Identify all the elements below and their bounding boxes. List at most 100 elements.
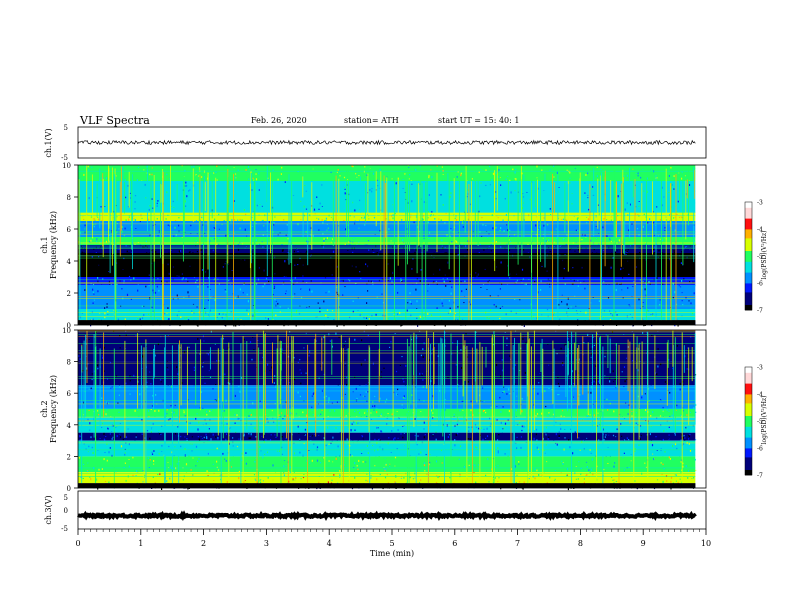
psd-speck xyxy=(374,234,376,235)
psd-speck xyxy=(467,438,469,440)
psd-speck xyxy=(97,277,99,279)
psd-speck xyxy=(123,235,125,237)
psd-speck xyxy=(180,316,182,318)
psd-speck xyxy=(612,434,615,437)
psd-speck xyxy=(371,305,373,307)
psd-speck xyxy=(225,291,227,293)
psd-speck xyxy=(408,178,410,180)
psd-speck xyxy=(245,452,247,454)
psd-speck xyxy=(298,433,300,434)
psd-speck xyxy=(274,434,276,436)
psd-speck xyxy=(477,344,479,347)
psd-speck xyxy=(149,317,152,319)
psd-speck xyxy=(487,458,489,461)
psd-speck xyxy=(441,281,443,283)
psd-speck xyxy=(216,224,218,226)
psd-speck xyxy=(185,256,187,258)
ch1-ylabel-frequency: Frequency (kHz) xyxy=(49,211,58,279)
psd-speck xyxy=(417,324,419,327)
psd-speck xyxy=(295,256,297,258)
psd-speck xyxy=(570,436,572,437)
psd-speck xyxy=(193,369,195,371)
psd-speck xyxy=(465,333,467,335)
figure-title: VLF Spectra xyxy=(79,114,150,127)
psd-speck xyxy=(152,207,154,209)
psd-speck xyxy=(515,168,517,171)
psd-speck xyxy=(427,211,430,213)
psd-speck xyxy=(78,355,80,357)
psd-speck xyxy=(469,365,471,367)
psd-speck xyxy=(129,380,131,382)
psd-speck xyxy=(176,275,178,277)
psd-speck xyxy=(462,226,464,228)
psd-speck xyxy=(359,348,361,350)
psd-speck xyxy=(550,214,552,216)
psd-speck xyxy=(300,200,302,202)
psd-speck xyxy=(246,411,249,414)
psd-speck xyxy=(448,299,450,302)
psd-speck xyxy=(273,223,275,226)
psd-speck xyxy=(209,214,211,215)
psd-speck xyxy=(176,366,178,368)
psd-speck xyxy=(497,340,499,342)
psd-speck xyxy=(433,250,435,252)
psd-speck xyxy=(556,237,558,240)
ch1-waveform-frame xyxy=(77,126,707,159)
psd-speck xyxy=(297,425,299,428)
psd-speck xyxy=(629,203,631,206)
psd-speck xyxy=(566,169,568,171)
psd-speck xyxy=(361,450,363,452)
psd-speck xyxy=(233,219,235,221)
psd-speck xyxy=(89,449,91,452)
psd-speck xyxy=(532,264,534,267)
psd-speck xyxy=(449,195,451,198)
psd-speck xyxy=(360,391,363,393)
psd-speck xyxy=(289,446,291,449)
psd-speck xyxy=(685,296,687,299)
psd-speck xyxy=(663,285,665,287)
psd-speck xyxy=(672,167,674,169)
psd-speck xyxy=(569,249,571,251)
psd-speck xyxy=(361,217,363,219)
psd-speck xyxy=(161,425,163,427)
psd-speck xyxy=(230,265,233,267)
psd-speck xyxy=(174,264,176,266)
psd-speck xyxy=(255,178,258,181)
psd-speck xyxy=(352,165,354,168)
psd-speck xyxy=(546,240,548,242)
psd-speck xyxy=(354,338,356,341)
psd-speck xyxy=(210,330,212,333)
psd-speck xyxy=(321,253,323,255)
psd-speck xyxy=(85,448,87,450)
psd-speck xyxy=(635,378,637,380)
psd-speck xyxy=(649,218,651,221)
psd-speck xyxy=(205,422,207,425)
psd-speck xyxy=(590,391,592,394)
psd-speck xyxy=(285,290,287,292)
psd-speck xyxy=(565,219,568,222)
psd-speck xyxy=(514,190,516,192)
psd-speck xyxy=(377,216,379,218)
psd-speck xyxy=(357,439,359,441)
psd-speck xyxy=(297,171,299,173)
psd-speck xyxy=(663,430,665,432)
psd-speck xyxy=(320,238,322,239)
psd-speck xyxy=(357,409,359,411)
psd-speck xyxy=(384,457,386,459)
psd-speck xyxy=(657,166,659,169)
psd-speck xyxy=(399,240,401,243)
psd-speck xyxy=(309,436,311,437)
psd-speck xyxy=(476,449,478,450)
psd-speck xyxy=(485,437,487,439)
psd-speck xyxy=(247,166,249,168)
psd-speck xyxy=(627,287,629,289)
psd-speck xyxy=(213,172,215,174)
psd-speck xyxy=(298,313,301,315)
psd-speck xyxy=(368,218,370,220)
psd-speck xyxy=(146,246,148,249)
psd-speck xyxy=(635,213,637,215)
psd-speck xyxy=(451,241,453,243)
psd-speck xyxy=(84,313,86,315)
psd-speck xyxy=(627,260,629,262)
psd-speck xyxy=(217,437,219,439)
